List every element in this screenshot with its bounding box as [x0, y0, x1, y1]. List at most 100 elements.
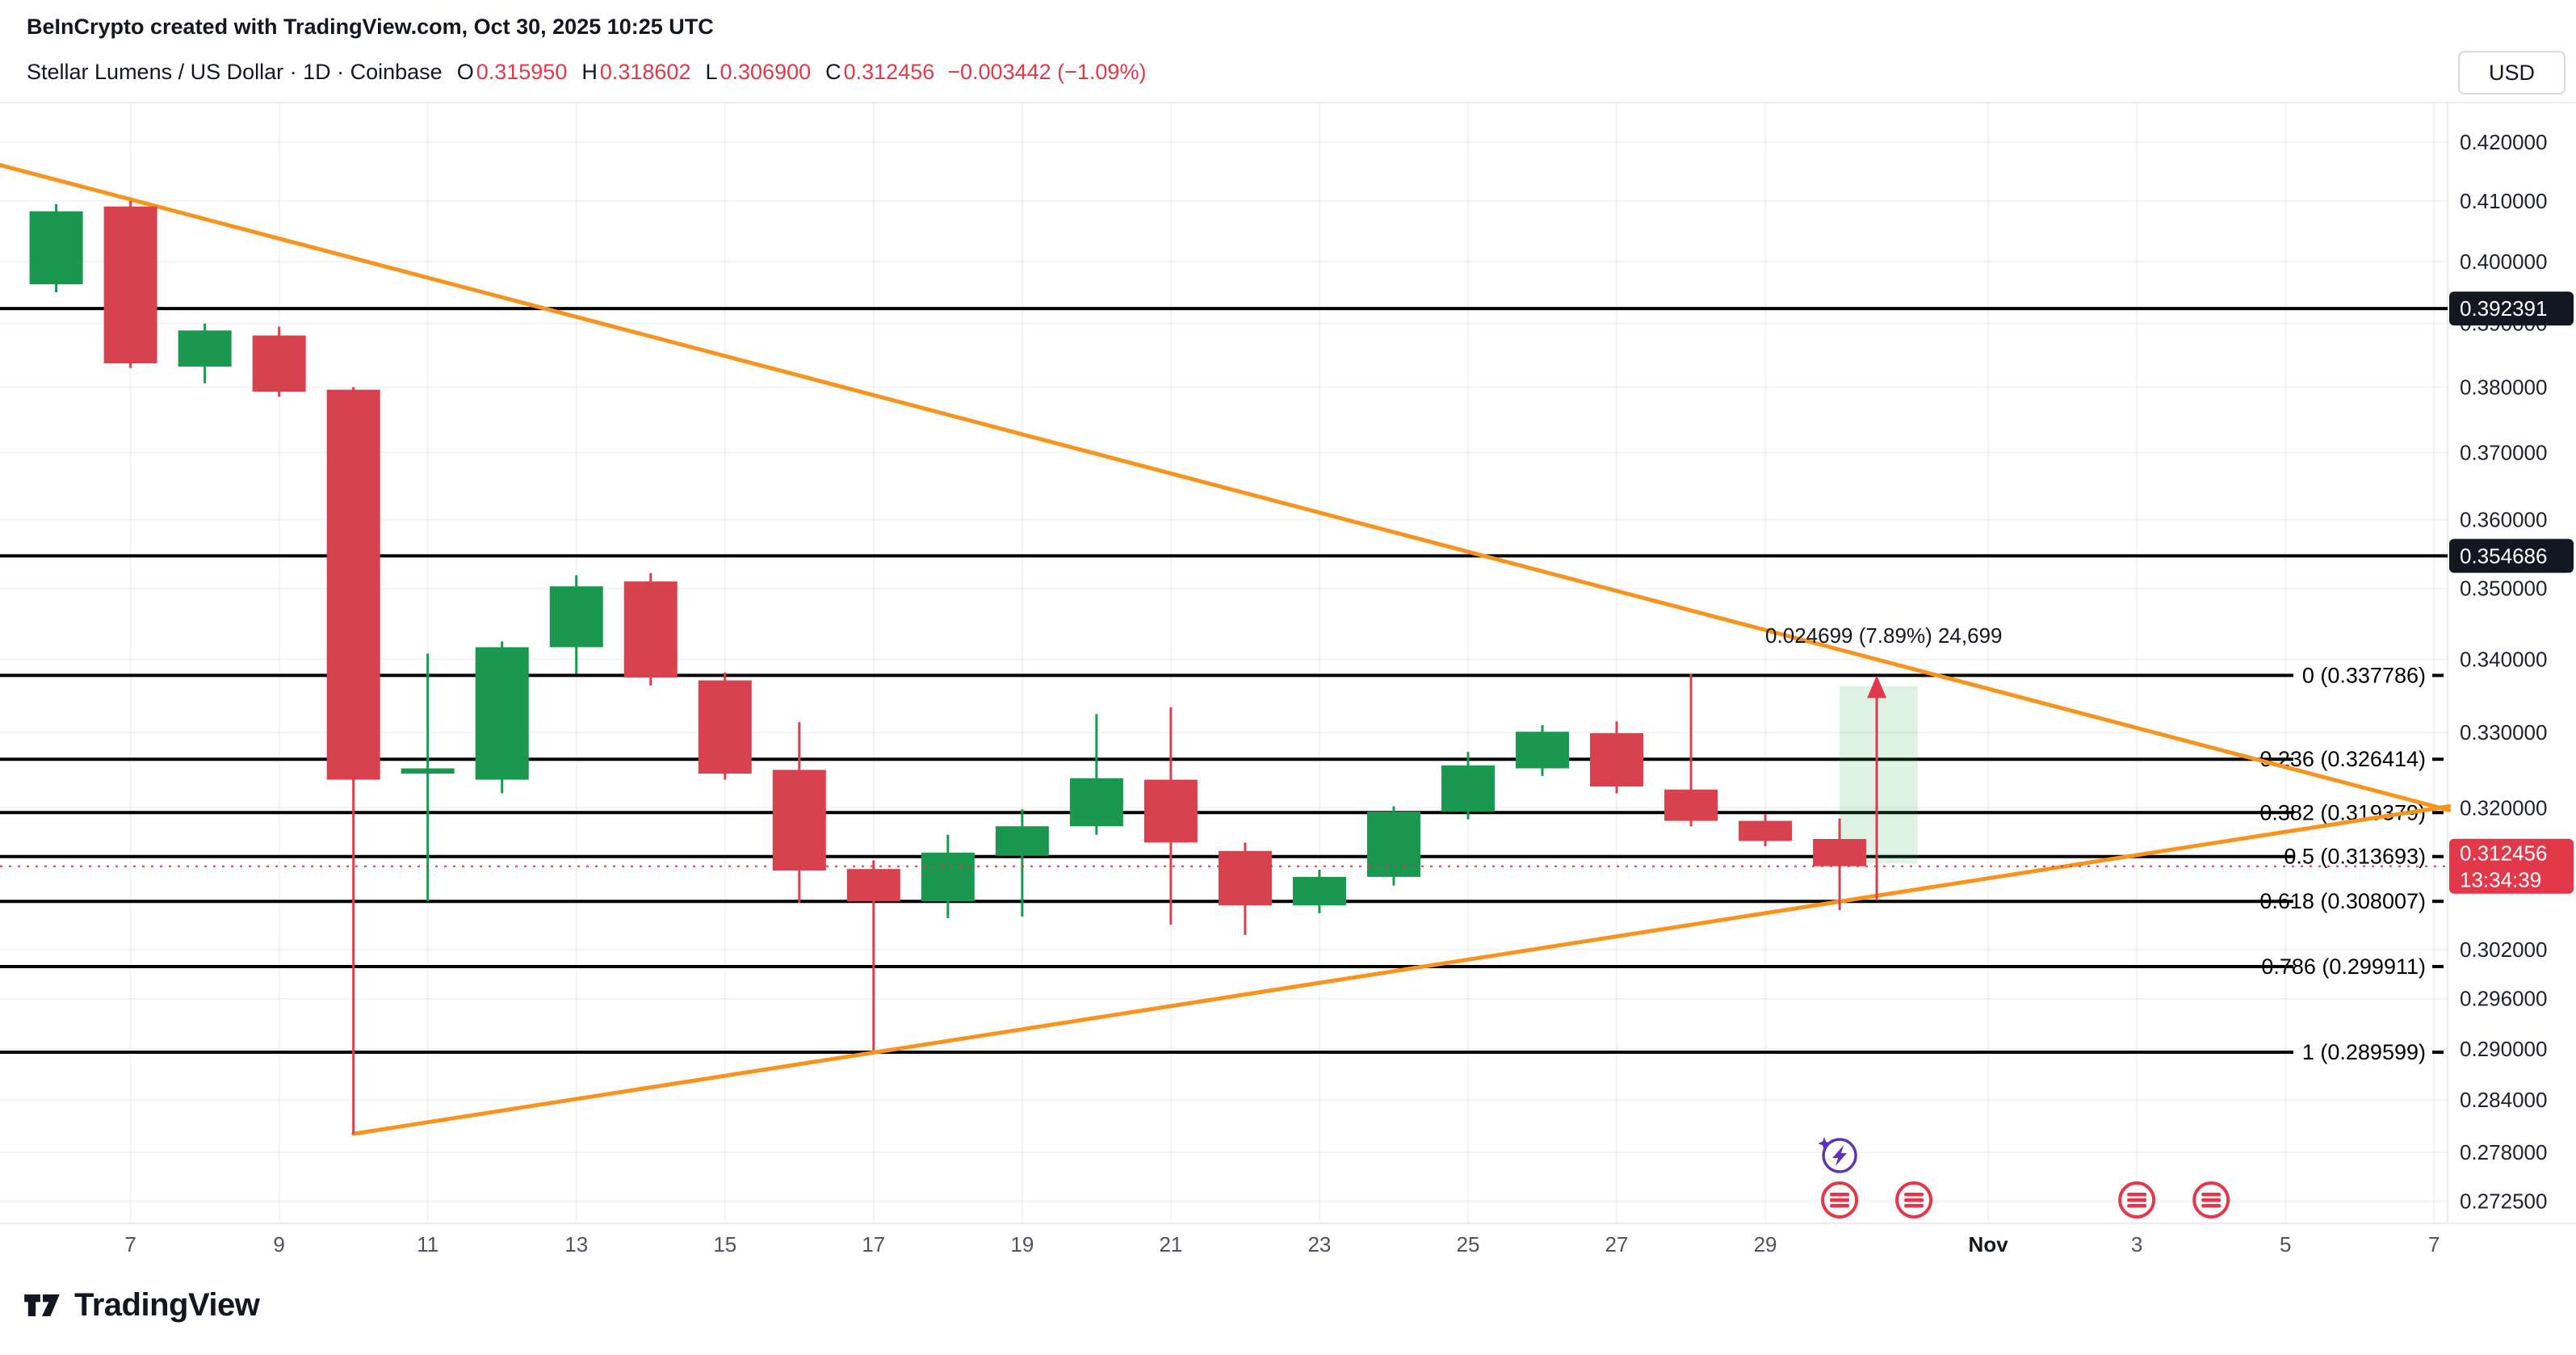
- price-level-badge-label: 0.354686: [2460, 543, 2547, 568]
- tradingview-logo-text: TradingView: [74, 1287, 260, 1323]
- candle-body: [1590, 733, 1644, 787]
- candle-body: [29, 211, 83, 285]
- us-economic-event-icon[interactable]: [1821, 1181, 1859, 1219]
- open-label: O: [456, 60, 474, 84]
- price-axis-label: 0.420000: [2460, 130, 2547, 154]
- fib-level-label: 0.618 (0.308007): [2259, 889, 2426, 913]
- date-axis-label: 21: [1159, 1232, 1182, 1256]
- price-axis[interactable]: [2448, 103, 2576, 1223]
- price-axis-label: 0.330000: [2460, 720, 2547, 745]
- candle-body: [1739, 820, 1793, 841]
- price-axis-label: 0.380000: [2460, 375, 2547, 399]
- price-axis-label: 0.284000: [2460, 1088, 2547, 1112]
- candle-body: [401, 768, 455, 774]
- price-axis-label: 0.296000: [2460, 987, 2547, 1011]
- time-axis[interactable]: [0, 1223, 2448, 1272]
- candle-body: [1441, 765, 1495, 812]
- candle-body: [772, 770, 826, 871]
- price-level-badge-label: 0.392391: [2460, 296, 2547, 321]
- price-axis-label: 0.272500: [2460, 1189, 2547, 1214]
- date-axis-label: 19: [1010, 1232, 1034, 1256]
- fib-level-label: 0.5 (0.313693): [2284, 845, 2426, 869]
- tradingview-logo[interactable]: TradingView: [24, 1287, 260, 1324]
- candle-body: [326, 389, 380, 780]
- date-axis-label: 27: [1605, 1232, 1629, 1256]
- flag-stripe: [1830, 1198, 1850, 1202]
- us-economic-event-icon[interactable]: [1895, 1181, 1933, 1219]
- candle-body: [1516, 732, 1569, 769]
- candle-body: [1366, 812, 1420, 877]
- date-axis-label: 15: [713, 1232, 736, 1256]
- flag-stripe: [1904, 1204, 1924, 1208]
- date-axis-label: 9: [273, 1232, 284, 1256]
- flag-stripe: [1904, 1198, 1924, 1202]
- price-axis-label: 0.410000: [2460, 189, 2547, 213]
- candle-body: [846, 869, 900, 902]
- candle-body: [1292, 876, 1346, 906]
- candle-body: [921, 852, 975, 902]
- date-axis-label: 25: [1457, 1232, 1480, 1256]
- date-axis-label: 5: [2280, 1232, 2291, 1256]
- symbol-title: Stellar Lumens / US Dollar · 1D · Coinba…: [27, 60, 443, 84]
- price-axis-label: 0.278000: [2460, 1140, 2547, 1164]
- flag-stripe: [1830, 1193, 1850, 1197]
- attribution-text: BeInCrypto created with TradingView.com,…: [27, 15, 714, 39]
- sparkle-icon: [1818, 1137, 1831, 1150]
- candle-body: [1813, 839, 1867, 866]
- symbol-legend[interactable]: Stellar Lumens / US Dollar · 1D · Coinba…: [27, 60, 1146, 85]
- flag-stripe: [2201, 1198, 2221, 1202]
- change-value: −0.003442 (−1.09%): [947, 60, 1147, 84]
- date-axis-label: 11: [417, 1232, 438, 1256]
- measure-arrow-head: [1867, 675, 1887, 698]
- current-price-badge: [2449, 838, 2574, 894]
- open-value: 0.315950: [476, 60, 568, 84]
- flag-stripe: [2127, 1198, 2147, 1202]
- us-economic-event-icon[interactable]: [2192, 1181, 2230, 1219]
- date-axis-label: 3: [2131, 1232, 2142, 1256]
- price-axis-label: 0.302000: [2460, 938, 2547, 962]
- close-label: C: [825, 60, 841, 84]
- price-axis-label: 0.350000: [2460, 577, 2547, 601]
- price-axis-label: 0.290000: [2460, 1037, 2547, 1061]
- price-axis-label: 0.320000: [2460, 795, 2547, 820]
- us-economic-event-icon[interactable]: [2118, 1181, 2156, 1219]
- high-value: 0.318602: [599, 60, 691, 84]
- countdown-timer: 13:34:39: [2460, 868, 2541, 892]
- fib-level-label: 1 (0.289599): [2302, 1040, 2426, 1064]
- fib-level-label: 0 (0.337786): [2302, 663, 2426, 687]
- flag-stripe: [1904, 1193, 1924, 1197]
- tradingview-logo-icon: [24, 1294, 60, 1316]
- descending-resistance-trendline[interactable]: [0, 162, 2452, 812]
- low-label: L: [705, 60, 718, 84]
- low-value: 0.306900: [720, 60, 812, 84]
- lightning-event-icon[interactable]: [1818, 1137, 1857, 1173]
- candle-body: [549, 586, 603, 648]
- lightning-bolt: [1832, 1145, 1848, 1166]
- candle-body: [623, 581, 678, 678]
- price-axis-label: 0.370000: [2460, 440, 2547, 464]
- price-axis-label: 0.360000: [2460, 507, 2547, 531]
- price-axis-label: 0.400000: [2460, 250, 2547, 274]
- flag-stripe: [2201, 1204, 2221, 1208]
- measurement-label: 0.024699 (7.89%) 24,699: [1765, 623, 2002, 648]
- candle-body: [475, 647, 529, 780]
- date-axis-label: 13: [564, 1232, 588, 1256]
- date-axis-label: 7: [124, 1232, 136, 1256]
- candle-body: [103, 206, 157, 364]
- flag-stripe: [2127, 1193, 2147, 1197]
- currency-usd-button[interactable]: USD: [2458, 51, 2566, 94]
- flag-stripe: [1830, 1204, 1850, 1208]
- current-price-badge-value: 0.312456: [2460, 841, 2547, 866]
- price-axis-label: 0.340000: [2460, 648, 2547, 672]
- candle-body: [1664, 789, 1718, 821]
- date-axis-label: 29: [1754, 1232, 1777, 1256]
- flag-stripe: [2127, 1204, 2147, 1208]
- candle-body: [178, 330, 232, 367]
- candle-body: [1143, 779, 1198, 843]
- high-label: H: [581, 60, 598, 84]
- ascending-support-trendline[interactable]: [351, 804, 2452, 1136]
- price-level-badge: [2449, 539, 2574, 573]
- flag-stripe: [2201, 1193, 2221, 1197]
